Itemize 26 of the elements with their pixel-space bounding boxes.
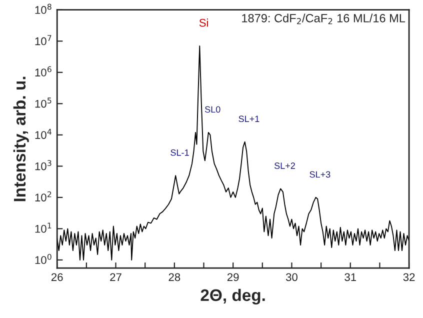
y-axis-title: Intensity, arb. u. — [13, 76, 29, 202]
line-series — [57, 45, 410, 260]
annotation: SL0 — [204, 106, 220, 113]
annotation: SL-1 — [170, 149, 189, 156]
y-tick-label: 10$^{1}$ — [35, 222, 52, 233]
annotation: Si — [199, 18, 208, 27]
y-tick-label: 10$^{0}$ — [35, 254, 52, 264]
x-tick-label: 26 — [51, 273, 63, 282]
y-tick-label: 10$^{7}$ — [35, 35, 52, 46]
x-tick-label: 28 — [168, 273, 180, 282]
chart-title: 1879: CdF$_{2}$/CaF$_{2}$ 16 ML/16 ML — [242, 14, 406, 24]
annotation: SL+1 — [238, 116, 260, 122]
annotation: SL+3 — [310, 171, 330, 178]
x-tick-label: 32 — [403, 273, 415, 282]
x-tick-label: 31 — [344, 273, 356, 282]
y-tick-label: 10$^{6}$ — [35, 66, 52, 76]
x-axis-title: 2Θ, deg. — [200, 288, 265, 304]
y-tick-label: 10$^{3}$ — [35, 160, 52, 170]
annotation: SL+2 — [274, 162, 295, 169]
x-tick-label: 29 — [227, 273, 239, 282]
x-tick-label: 27 — [110, 273, 122, 281]
x-tick-label: 30 — [286, 273, 298, 282]
y-tick-label: 10$^{5}$ — [35, 98, 52, 108]
y-tick-label: 10$^{2}$ — [35, 191, 52, 202]
y-tick-label: 10$^{8}$ — [35, 4, 52, 14]
y-tick-label: 10$^{4}$ — [35, 128, 52, 139]
